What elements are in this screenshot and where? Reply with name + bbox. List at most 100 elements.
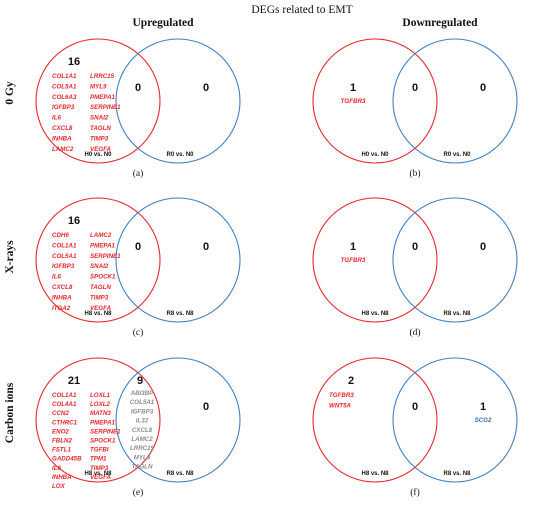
row-label: Carbon ions — [4, 382, 16, 443]
left-gene-label: TGFBI — [90, 447, 109, 454]
left-gene-label: WNT5A — [329, 402, 352, 409]
left-set-label: H8 vs. N8 — [361, 311, 389, 317]
left-gene-label: MATN3 — [90, 410, 111, 417]
left-set-label: H8 vs. N8 — [84, 471, 112, 477]
overlap-count: 0 — [412, 82, 418, 94]
overlap-gene-label: COL5A1 — [130, 399, 155, 406]
overlap-gene-label: MYL9 — [134, 454, 151, 461]
overlap-count: 0 — [412, 401, 418, 413]
left-gene-label: COL1A1 — [52, 392, 77, 399]
left-gene-label: COL6A3 — [52, 94, 77, 101]
right-set-circle — [392, 197, 518, 323]
left-gene-label: GADD45B — [52, 456, 82, 463]
panel-tag: (b) — [409, 168, 420, 179]
left-gene-label: SNAI2 — [90, 115, 109, 122]
left-gene-label: VEGFA — [90, 474, 112, 481]
overlap-gene-label: CXCL8 — [132, 427, 153, 434]
left-count: 2 — [348, 375, 354, 387]
panel-tag: (a) — [133, 168, 144, 179]
left-gene-label: IL6 — [52, 274, 61, 281]
left-count: 1 — [350, 241, 356, 253]
left-gene-label: FSTL1 — [52, 447, 71, 454]
venn-panel-e: 21 9 0 COL1A1 COL4A1 CCN2 CTHRC1 ENO2 FBLN2 FSTL1… — [35, 357, 241, 498]
venn-panel-a: 16 0 0 COL1A1 COL5A1 COL6A3 IGFBP3 IL6 CXCL8 INHB… — [35, 38, 241, 179]
venn-panel-d: 1 0 0 TGFBR3 H8 vs. N8 R8 vs. N8 (d) — [312, 197, 518, 338]
left-gene-label: CDH6 — [52, 232, 69, 239]
panel-tag: (d) — [409, 327, 420, 338]
left-gene-label: VEGFA — [90, 305, 112, 312]
left-gene-label: TIMP3 — [90, 294, 109, 301]
left-gene-label: SPOCK1 — [90, 274, 116, 281]
right-count: 0 — [203, 241, 209, 253]
overlap-count: 0 — [135, 241, 141, 253]
left-gene-label: IL6 — [52, 115, 61, 122]
venn-panel-c: 16 0 0 CDH6 COL1A1 COL5A1 IGFBP3 IL6 CXCL8 INHBA I… — [35, 197, 241, 338]
left-set-circle — [312, 38, 438, 164]
overlap-count: 9 — [137, 375, 143, 387]
figure-title: DEGs related to EMT — [251, 4, 352, 16]
left-gene-label: LAMC2 — [52, 146, 74, 153]
left-set-label: H0 vs. N0 — [361, 152, 389, 158]
left-set-circle — [35, 357, 161, 483]
right-set-circle — [115, 197, 241, 323]
right-set-circle — [392, 38, 518, 164]
column-header-upregulated: Upregulated — [132, 17, 194, 29]
left-gene-label: COL1A1 — [52, 73, 77, 80]
left-gene-label: SNAI2 — [90, 263, 109, 270]
right-count: 0 — [203, 82, 209, 94]
left-gene-label: CTHRC1 — [52, 419, 78, 426]
right-set-label: R0 vs. N0 — [166, 152, 194, 158]
right-set-circle — [115, 357, 241, 483]
left-gene-label: SERPINE1 — [90, 428, 121, 435]
panel-tag: (e) — [133, 487, 144, 498]
left-gene-label: MYL9 — [90, 83, 107, 90]
right-count: 1 — [480, 401, 486, 413]
right-set-label: R8 vs. N8 — [443, 471, 471, 477]
right-count: 0 — [203, 401, 209, 413]
left-gene-label: VEGFA — [90, 146, 112, 153]
overlap-gene-label: LRRC15 — [130, 445, 155, 452]
left-gene-label: CXCL8 — [52, 125, 73, 132]
column-header-downregulated: Downregulated — [402, 17, 478, 29]
left-gene-label: LAMC2 — [90, 232, 112, 239]
left-gene-label: TAGLN — [90, 125, 111, 132]
row-label: 0 Gy — [4, 81, 16, 105]
venn-panel-f: 2 0 1 TGFBR3 WNT5A SCG2 H8 vs. N8 R8 vs. N8 (f) — [312, 357, 518, 498]
left-set-circle — [312, 197, 438, 323]
left-set-label: H0 vs. N0 — [84, 152, 112, 158]
left-gene-label: PMEPA1 — [90, 242, 116, 249]
left-set-label: H8 vs. N8 — [361, 471, 389, 477]
left-gene-label: IGFBP3 — [52, 104, 75, 111]
left-gene-label: LOXL2 — [90, 401, 110, 408]
left-gene-label: COL4A1 — [52, 401, 77, 408]
left-gene-label: ITGA2 — [52, 305, 71, 312]
left-gene-label: TAGLN — [90, 284, 111, 291]
panel-tag: (c) — [133, 327, 144, 338]
left-gene-label: PMEPA1 — [90, 94, 116, 101]
right-set-circle — [392, 357, 518, 483]
left-gene-label: TGFBR3 — [341, 257, 366, 264]
right-set-label: R8 vs. N8 — [443, 311, 471, 317]
left-gene-label: INHBA — [52, 135, 72, 142]
row-0: 0 Gy 16 0 0 COL1A1 COL5A1 COL6A3 IGFBP3 IL6 CXCL8… — [4, 38, 518, 179]
venn-panel-b: 1 0 0 TGFBR3 H0 vs. N0 R0 vs. N0 (b) — [312, 38, 518, 179]
left-gene-label: CCN2 — [52, 410, 69, 417]
left-set-circle — [312, 357, 438, 483]
overlap-gene-label: ABI3BP — [130, 390, 155, 397]
left-gene-label: LOX — [52, 483, 66, 490]
overlap-count: 0 — [135, 82, 141, 94]
overlap-gene-label: TAGLN — [132, 464, 153, 471]
left-set-circle — [35, 197, 161, 323]
left-gene-label: INHBA — [52, 474, 72, 481]
overlap-gene-label: LAMC2 — [131, 436, 153, 443]
left-count: 16 — [68, 215, 80, 227]
left-gene-label: COL1A1 — [52, 242, 77, 249]
left-gene-label: TGFBR3 — [329, 392, 354, 399]
left-gene-label: COL5A1 — [52, 253, 77, 260]
left-gene-label: TIMP3 — [90, 465, 109, 472]
right-set-label: R0 vs. N0 — [443, 152, 471, 158]
left-gene-label: SPOCK1 — [90, 438, 116, 445]
right-count: 0 — [480, 241, 486, 253]
row-label: X-rays — [4, 240, 16, 274]
